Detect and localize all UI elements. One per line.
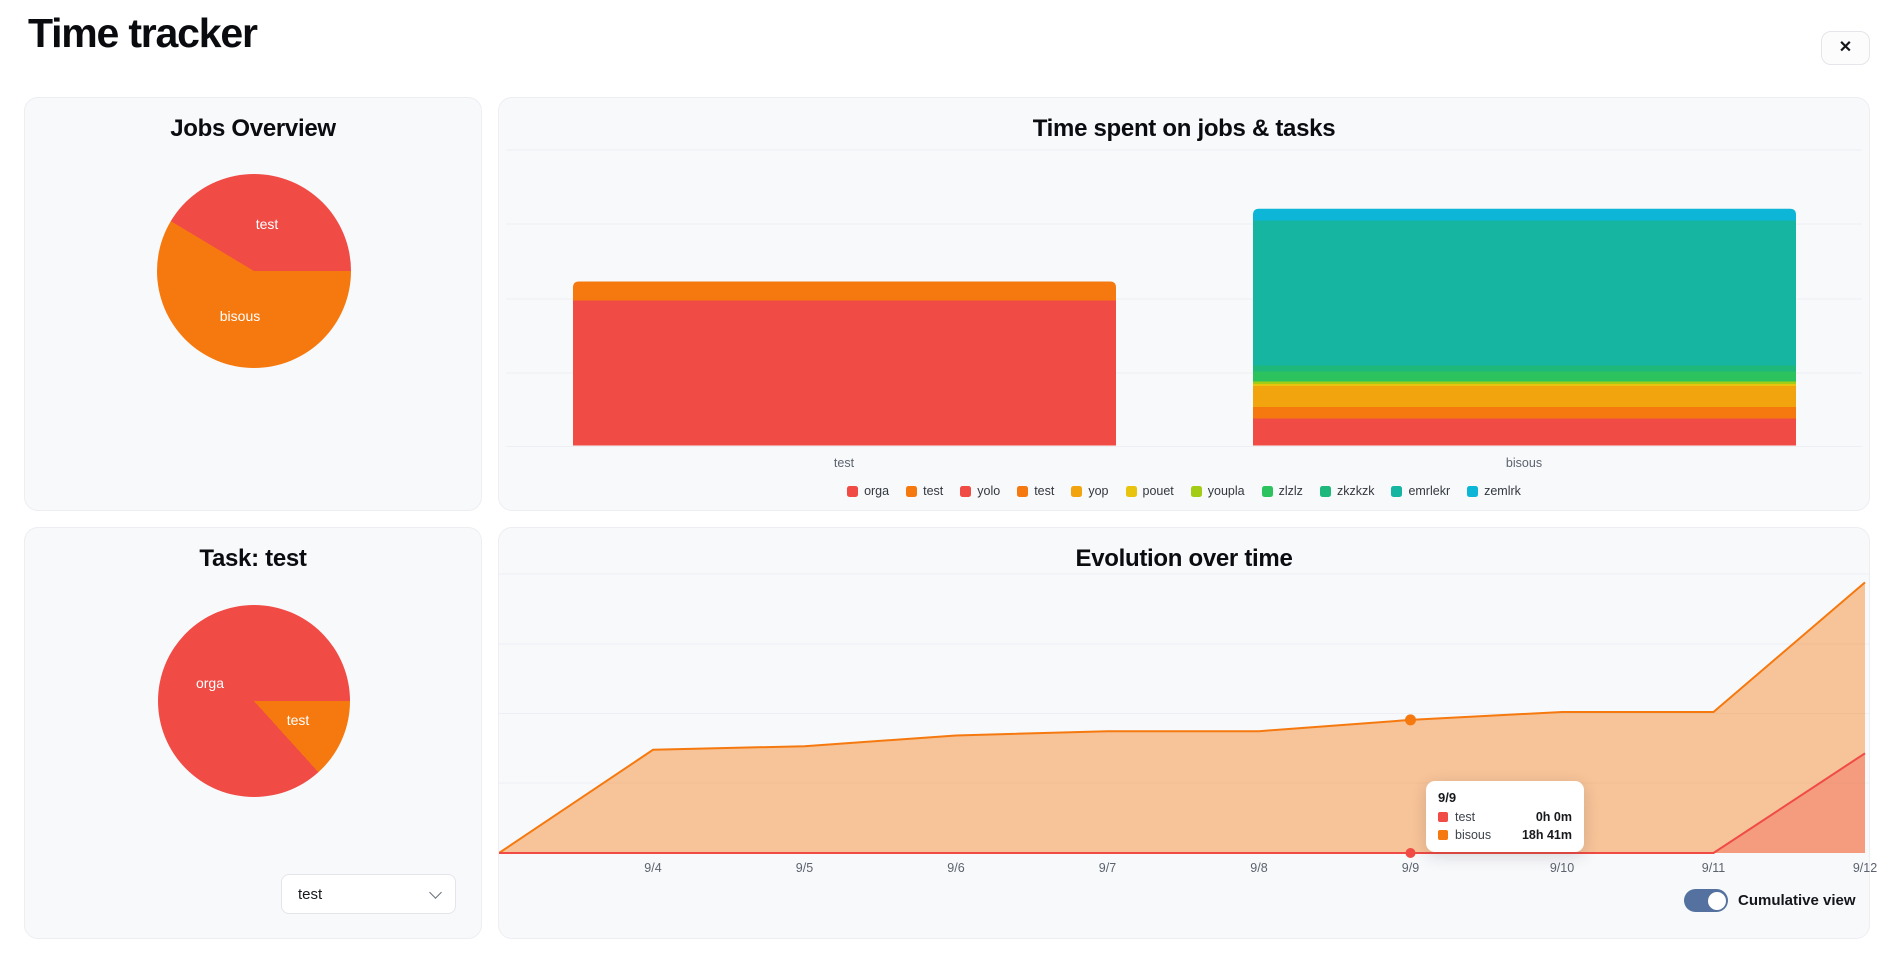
legend-swatch-icon [906, 485, 918, 497]
legend-item-label: emrlekr [1408, 484, 1451, 498]
bar-segment-orga [1253, 418, 1796, 446]
legend-swatch-icon [1391, 485, 1403, 497]
evolution-title: Evolution over time [1075, 545, 1293, 572]
page-title: Time tracker [28, 10, 258, 56]
legend-swatch-icon [1017, 485, 1029, 497]
tooltip-row: bisous 18h 41m [1438, 828, 1572, 842]
chart-legend: orga test yolo test yop pouet youpla zlzlz zkzkz… [499, 484, 1869, 498]
legend-item-test[interactable]: test [906, 484, 943, 498]
line-series-bisous [499, 581, 1866, 854]
bar-segment-zemlrk [1253, 208, 1796, 221]
task-select[interactable]: test [281, 874, 456, 914]
legend-item-zlzlz[interactable]: zlzlz [1261, 484, 1303, 498]
close-icon: ✕ [1838, 39, 1853, 56]
pie-slice-label-test: test [255, 216, 279, 232]
legend-swatch-icon [1261, 485, 1273, 497]
data-point-test [1405, 848, 1416, 858]
chart-tooltip: 9/9 test 0h 0m bisous 18h 41m [1426, 781, 1584, 852]
bar-segment-orga [573, 300, 1116, 446]
legend-swatch-icon [847, 485, 859, 497]
x-axis-label: 9/9 [1401, 861, 1420, 875]
legend-swatch-icon [1467, 485, 1479, 497]
tooltip-row: test 0h 0m [1438, 810, 1572, 824]
pie-slice-label-test: test [286, 712, 310, 728]
legend-item-yolo[interactable]: yolo [960, 484, 1000, 498]
jobs-overview-pie-chart[interactable] [157, 174, 351, 368]
time-spent-card: Time spent on jobs & tasks test bisous o… [498, 97, 1870, 511]
pie-slice-label-bisous: bisous [219, 308, 261, 324]
legend-item-label: yolo [977, 484, 1001, 498]
evolution-area-chart[interactable] [499, 528, 1869, 938]
pie-slice-label-orga: orga [195, 675, 225, 691]
evolution-card: Evolution over time 9/4 9/5 9/6 9/7 9/8 9/9 9/… [498, 527, 1877, 939]
series-swatch-bisous-icon [1438, 830, 1448, 840]
x-axis-label: 9/12 [1852, 861, 1878, 875]
legend-item-emrlekr[interactable]: emrlekr [1391, 484, 1450, 498]
tooltip-series-value: 0h 0m [1535, 810, 1572, 824]
x-axis-label: 9/7 [1098, 861, 1117, 875]
line-series-test [499, 752, 1866, 854]
task-pie-chart[interactable] [158, 605, 350, 797]
tooltip-title: 9/9 [1438, 790, 1457, 805]
legend-item-label: orga [864, 484, 890, 498]
legend-swatch-icon [1071, 485, 1083, 497]
cumulative-view-toggle[interactable] [1684, 889, 1728, 912]
bar-segment-yop [1253, 386, 1796, 407]
jobs-overview-card: Jobs Overview test bisous [24, 97, 482, 511]
legend-swatch-icon [1319, 485, 1331, 497]
time-spent-title: Time spent on jobs & tasks [1032, 115, 1336, 142]
task-card: Task: test orga test test [24, 527, 482, 939]
legend-item-yop[interactable]: yop [1071, 484, 1109, 498]
chevron-down-icon [429, 885, 442, 899]
task-title: Task: test [199, 545, 307, 572]
legend-item-zemlrk[interactable]: zemlrk [1467, 484, 1521, 498]
legend-item-label: zemlrk [1484, 484, 1521, 498]
legend-item-label: yop [1088, 484, 1109, 498]
x-axis-label: 9/10 [1549, 861, 1575, 875]
legend-item-test[interactable]: test [1017, 484, 1054, 498]
jobs-overview-title: Jobs Overview [170, 115, 336, 142]
legend-item-zkzkzk[interactable]: zkzkzk [1319, 484, 1375, 498]
bar-segment-youpla [1253, 381, 1796, 384]
legend-item-label: zlzlz [1278, 484, 1303, 498]
legend-swatch-icon [960, 485, 972, 497]
toggle-knob-icon [1707, 891, 1726, 910]
series-swatch-test-icon [1438, 812, 1448, 822]
legend-item-label: zkzkzk [1336, 484, 1375, 498]
tooltip-series-value: 18h 41m [1521, 828, 1572, 842]
data-point-bisous [1405, 714, 1416, 726]
legend-item-label: youpla [1207, 484, 1245, 498]
x-axis-label: 9/5 [795, 861, 814, 875]
stacked-bar-chart[interactable] [499, 98, 1869, 510]
close-button[interactable]: ✕ [1821, 31, 1870, 65]
tooltip-series-label: bisous [1455, 828, 1492, 842]
legend-swatch-icon [1190, 485, 1202, 497]
area-series-bisous [499, 582, 1865, 853]
x-axis-label: 9/6 [947, 861, 965, 875]
x-axis-label: 9/4 [644, 861, 662, 875]
bar-segment-zlzlz [1253, 371, 1796, 382]
bar-category-label-test: test [833, 456, 855, 470]
legend-item-orga[interactable]: orga [847, 484, 889, 498]
task-select-value: test [298, 885, 323, 903]
x-axis-label: 9/11 [1701, 861, 1726, 875]
cumulative-view-label: Cumulative view [1738, 892, 1856, 909]
bar-segment-test [1253, 407, 1796, 419]
legend-item-pouet[interactable]: pouet [1125, 484, 1174, 498]
legend-item-label: test [923, 484, 944, 498]
bar-category-label-bisous: bisous [1505, 456, 1543, 470]
bar-segment-test [573, 281, 1116, 301]
x-axis-label: 9/8 [1250, 861, 1268, 875]
legend-item-label: test [1034, 484, 1055, 498]
tooltip-series-label: test [1455, 810, 1476, 824]
legend-item-youpla[interactable]: youpla [1190, 484, 1245, 498]
bar-segment-emrlekr [1253, 220, 1796, 366]
legend-item-label: pouet [1142, 484, 1174, 498]
bar-segment-pouet [1253, 384, 1796, 386]
bar-segment-zkzkzk [1253, 365, 1796, 372]
legend-swatch-icon [1125, 485, 1137, 497]
cumulative-toggle-row: Cumulative view [1684, 889, 1856, 912]
